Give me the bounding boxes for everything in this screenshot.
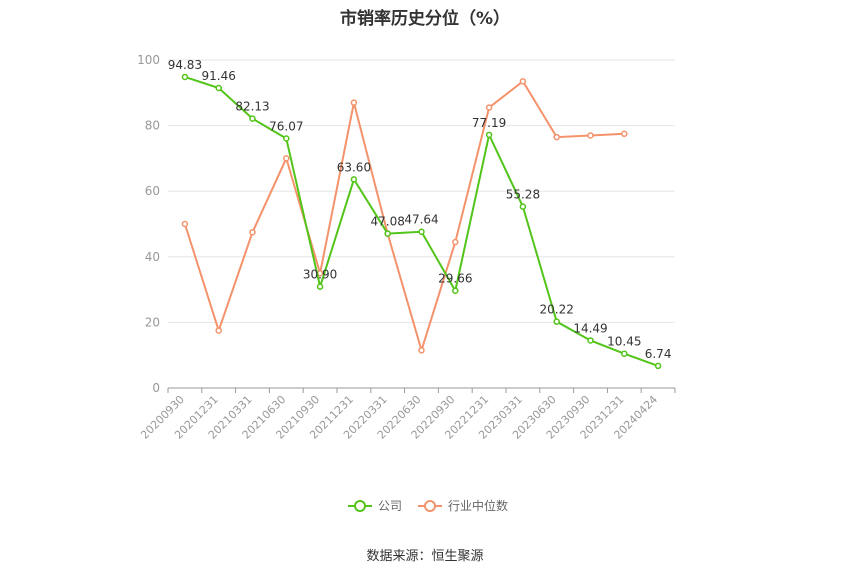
data-label: 63.60 — [337, 160, 371, 174]
data-point — [181, 220, 189, 228]
data-point — [519, 203, 527, 210]
chart-title: 市销率历史分位（%） — [339, 9, 511, 29]
legend-marker — [424, 500, 436, 512]
legend-label: 公司 — [378, 499, 402, 513]
y-tick-label: 60 — [145, 184, 160, 198]
data-point — [621, 350, 628, 357]
data-point — [181, 73, 189, 81]
y-tick-label: 20 — [145, 315, 160, 329]
data-point — [215, 327, 222, 334]
data-point — [485, 104, 493, 111]
data-point — [249, 115, 256, 122]
data-point — [350, 176, 358, 183]
data-label: 10.45 — [607, 335, 641, 349]
data-label: 29.66 — [438, 272, 472, 286]
data-label: 30.90 — [303, 268, 337, 282]
data-label: 6.74 — [645, 347, 672, 361]
data-point — [283, 135, 290, 142]
data-point — [553, 318, 560, 325]
data-label: 14.49 — [573, 321, 607, 335]
data-label: 20.22 — [540, 303, 574, 317]
data-point — [553, 133, 560, 141]
data-point — [587, 337, 594, 344]
legend-label: 行业中位数 — [448, 498, 508, 513]
data-label: 76.07 — [269, 119, 303, 133]
data-label: 94.83 — [168, 58, 202, 72]
data-point — [587, 132, 594, 139]
data-point — [249, 228, 256, 236]
data-point — [350, 99, 358, 106]
data-label: 91.46 — [202, 69, 236, 83]
data-point — [485, 131, 493, 139]
data-point — [384, 230, 391, 237]
data-point — [452, 287, 459, 294]
data-point — [283, 155, 290, 162]
data-point — [654, 362, 662, 370]
data-label: 47.08 — [371, 215, 405, 229]
data-point — [215, 84, 222, 92]
legend-marker — [354, 500, 366, 512]
y-tick-label: 80 — [145, 119, 160, 133]
y-tick-label: 0 — [152, 381, 160, 395]
data-point — [452, 238, 459, 246]
y-tick-label: 100 — [137, 53, 160, 67]
data-point — [418, 228, 425, 235]
data-label: 47.64 — [404, 213, 438, 227]
data-label: 55.28 — [506, 188, 540, 202]
y-tick-label: 40 — [145, 250, 160, 264]
series-line — [183, 79, 625, 354]
data-point — [316, 283, 324, 290]
source-note: 数据来源：恒生聚源 — [366, 549, 484, 564]
data-label: 82.13 — [235, 100, 269, 114]
data-point — [418, 347, 425, 354]
data-point — [621, 130, 628, 138]
data-point — [519, 78, 527, 85]
data-label: 77.19 — [472, 116, 506, 130]
